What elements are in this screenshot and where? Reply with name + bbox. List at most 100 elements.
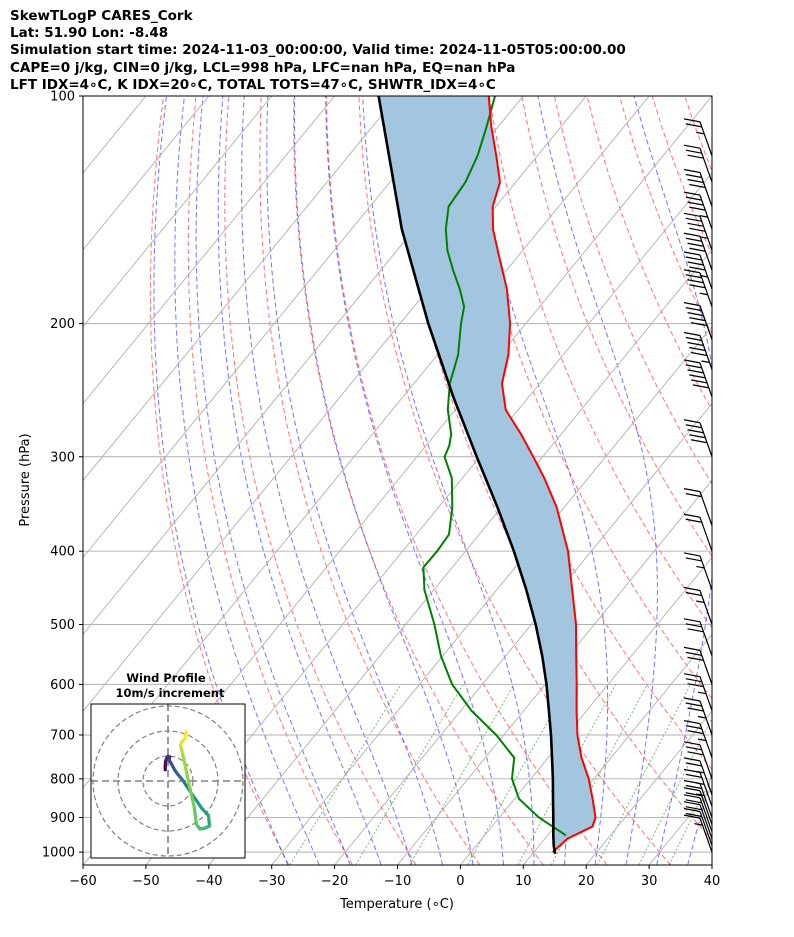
wind-barb xyxy=(683,118,713,157)
dry-adiabat xyxy=(553,96,712,485)
y-tick-label: 300 xyxy=(50,450,75,465)
wind-barb xyxy=(683,814,713,853)
y-tick-label: 700 xyxy=(50,728,75,743)
y-tick-label: 1000 xyxy=(42,846,75,861)
dry-adiabat xyxy=(488,96,712,629)
cape-cin-shading xyxy=(378,96,596,853)
moist-adiabat xyxy=(537,96,658,865)
wind-barb xyxy=(683,741,713,780)
y-tick-label: 600 xyxy=(50,678,75,693)
moist-adiabats xyxy=(153,96,794,865)
x-tick-label: 30 xyxy=(641,874,658,889)
hodograph-segment xyxy=(188,786,196,809)
wind-barb xyxy=(683,646,713,685)
chart-header: SkewTLogP CARES_Cork Lat: 51.90 Lon: -8.… xyxy=(10,8,626,94)
wind-barb xyxy=(683,488,713,526)
hodograph-segment xyxy=(184,768,192,791)
dry-adiabat xyxy=(783,96,794,865)
isotherm-line xyxy=(145,172,712,865)
wind-barb xyxy=(683,359,713,398)
dry-adiabat xyxy=(750,96,794,865)
hodograph-title: Wind Profile xyxy=(126,671,206,685)
x-tick-label: −20 xyxy=(321,874,348,889)
x-tick-label: −10 xyxy=(384,874,411,889)
hodograph-inset: Wind Profile 10m/s increment xyxy=(90,671,246,859)
dry-adiabat xyxy=(358,96,671,865)
y-tick-label: 400 xyxy=(50,545,75,560)
dry-adiabat xyxy=(293,96,544,865)
mixing-ratio-line xyxy=(289,684,402,865)
dry-adiabat xyxy=(259,96,481,865)
stability-indices: LFT IDX=4∘C, K IDX=20∘C, TOTAL TOTS=47∘C… xyxy=(10,76,496,93)
wind-barb xyxy=(683,586,713,625)
wind-barb xyxy=(683,302,713,340)
isotherm-line xyxy=(397,479,712,865)
convective-parameters: CAPE=0 j/kg, CIN=0 j/kg, LCL=998 hPa, LF… xyxy=(10,59,516,76)
y-tick-label: 200 xyxy=(50,317,75,332)
wind-barb xyxy=(683,168,713,207)
moist-adiabat xyxy=(687,771,712,865)
isotherm-line xyxy=(711,864,712,865)
station-coordinates: Lat: 51.90 Lon: -8.48 xyxy=(10,25,169,42)
dry-adiabat xyxy=(717,96,794,865)
x-tick-label: 0 xyxy=(456,874,464,889)
moist-adiabat xyxy=(241,96,413,865)
mixing-ratio-line xyxy=(638,716,712,865)
mixing-ratio-line xyxy=(409,684,515,865)
mixing-ratio-line xyxy=(467,684,570,865)
moist-adiabat xyxy=(195,96,351,865)
dry-adiabat xyxy=(586,96,712,411)
x-tick-label: −60 xyxy=(69,874,96,889)
isotherm-line xyxy=(522,633,712,865)
moist-adiabat xyxy=(266,96,443,865)
x-tick-label: 10 xyxy=(515,874,532,889)
hodograph-segment xyxy=(192,805,199,827)
x-tick-label: −30 xyxy=(258,874,285,889)
moist-adiabat xyxy=(294,96,474,865)
hodograph-segment xyxy=(206,813,212,828)
x-axis-label: Temperature (∘C) xyxy=(339,897,454,912)
y-tick-label: 100 xyxy=(50,90,75,105)
mixing-ratio-line xyxy=(550,684,648,865)
isotherm-line xyxy=(334,402,712,865)
moist-adiabat xyxy=(325,96,504,865)
y-tick-label: 800 xyxy=(50,772,75,787)
isotherm-line xyxy=(83,96,461,559)
moist-adiabat xyxy=(719,96,794,865)
wind-barb xyxy=(683,552,713,591)
hodograph-frame xyxy=(90,703,246,859)
dry-adiabat xyxy=(149,96,290,865)
wind-barb xyxy=(683,513,713,552)
moist-adiabat xyxy=(633,96,712,865)
wind-barb xyxy=(683,269,713,307)
temperature-line xyxy=(487,96,597,853)
parcel-profile-line xyxy=(377,96,557,855)
y-tick-label: 500 xyxy=(50,618,75,633)
wind-barb xyxy=(683,697,713,736)
wind-barb xyxy=(683,212,713,251)
isotherm-line xyxy=(83,96,335,405)
wind-barb xyxy=(683,331,713,370)
hodograph-segment xyxy=(183,729,188,740)
wind-barb xyxy=(683,807,713,846)
moist-adiabat xyxy=(464,96,609,865)
isotherm-line xyxy=(271,325,712,865)
isotherm-line xyxy=(83,96,210,251)
wind-barb xyxy=(683,232,713,271)
wind-barb xyxy=(683,251,713,290)
wind-barb xyxy=(683,191,713,230)
wind-barb xyxy=(683,419,713,457)
wind-barb xyxy=(683,720,713,758)
x-axis-ticks: −60 −50 −40 −30 −20 −10 0 10 20 30 40 xyxy=(69,865,720,889)
wind-barb xyxy=(683,787,713,825)
moist-adiabat xyxy=(153,96,289,865)
isotherm-line xyxy=(83,96,84,97)
y-tick-label: 900 xyxy=(50,811,75,826)
wind-barb xyxy=(683,801,713,839)
chart-title: SkewTLogP CARES_Cork xyxy=(10,8,193,24)
wind-barb xyxy=(683,757,713,796)
dry-adiabat xyxy=(619,96,712,335)
x-tick-label: −50 xyxy=(132,874,159,889)
plot-area xyxy=(83,96,794,865)
